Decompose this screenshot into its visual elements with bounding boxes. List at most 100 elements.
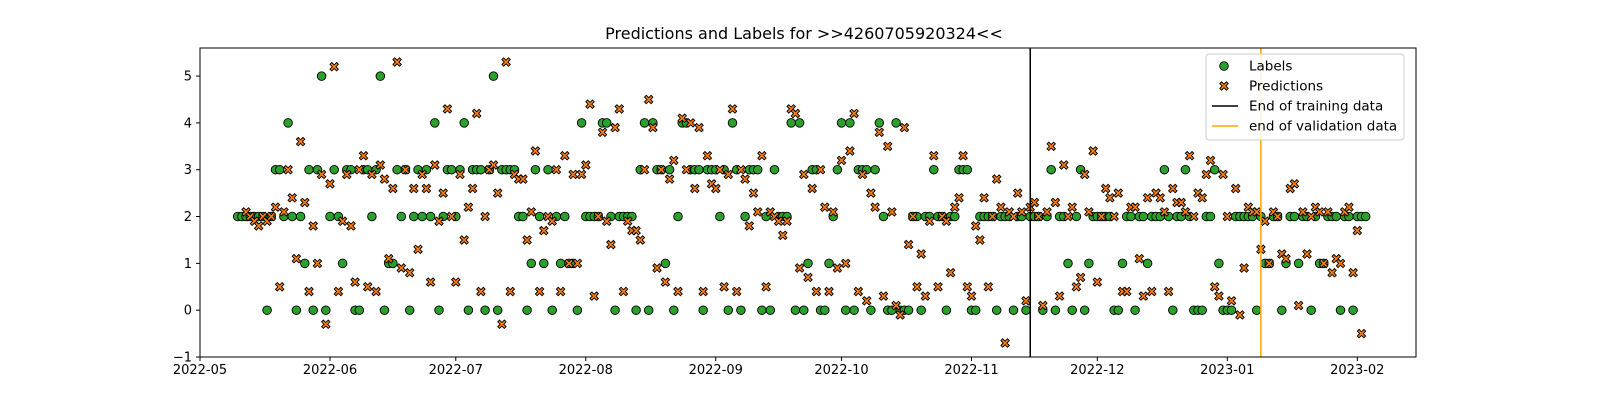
- label-point: [803, 258, 813, 269]
- label-point: [601, 118, 612, 128]
- prediction-point: [538, 225, 549, 236]
- prediction-point: [425, 277, 436, 287]
- prediction-point: [299, 197, 310, 208]
- prediction-point: [1272, 211, 1283, 222]
- label-point: [1277, 305, 1287, 315]
- prediction-point: [777, 230, 788, 241]
- prediction-point: [383, 253, 394, 264]
- prediction-point: [1058, 160, 1069, 170]
- prediction-point: [689, 183, 700, 194]
- label-point: [727, 118, 738, 128]
- label-point: [1142, 258, 1153, 269]
- prediction-point: [1352, 225, 1363, 236]
- label-point: [740, 211, 750, 222]
- label-point: [522, 305, 532, 315]
- label-point: [543, 164, 553, 175]
- prediction-point: [832, 263, 843, 273]
- label-point: [404, 305, 415, 315]
- prediction-point: [350, 277, 360, 287]
- prediction-point: [358, 150, 369, 161]
- prediction-point: [945, 267, 956, 278]
- label-point: [866, 305, 876, 315]
- prediction-point: [928, 150, 939, 161]
- label-point: [820, 305, 830, 315]
- label-point: [367, 211, 377, 222]
- legend-box: [1205, 53, 1405, 141]
- label-point: [794, 118, 805, 128]
- y-tick-label: 4: [184, 116, 192, 131]
- label-point: [262, 305, 272, 315]
- prediction-point: [845, 146, 855, 156]
- label-point: [1360, 211, 1371, 222]
- prediction-point: [295, 136, 306, 147]
- label-point: [1209, 164, 1220, 175]
- label-point: [1071, 211, 1082, 222]
- prediction-point: [467, 183, 478, 194]
- label-point: [824, 258, 834, 269]
- prediction-point: [723, 169, 734, 180]
- prediction-point: [1176, 197, 1187, 208]
- prediction-point: [463, 202, 474, 213]
- label-point: [845, 118, 855, 128]
- prediction-point: [924, 216, 935, 227]
- prediction-point: [970, 221, 981, 231]
- prediction-point: [501, 57, 511, 67]
- x-tick-label: 2023-02: [1330, 363, 1384, 378]
- prediction-point: [346, 221, 356, 231]
- prediction-point: [253, 221, 264, 231]
- prediction-point: [333, 286, 344, 297]
- prediction-point: [710, 183, 721, 194]
- label-point: [329, 164, 339, 175]
- prediction-point: [782, 216, 792, 227]
- prediction-point: [828, 207, 839, 217]
- label-point: [694, 164, 704, 175]
- label-point: [283, 118, 293, 128]
- prediction-point: [1105, 192, 1115, 203]
- prediction-point: [903, 239, 914, 250]
- prediction-point: [497, 319, 507, 330]
- prediction-point: [580, 160, 591, 170]
- x-tick-label: 2022-11: [944, 363, 998, 378]
- prediction-point: [1075, 272, 1086, 283]
- label-point: [1293, 258, 1304, 269]
- prediction-point: [1235, 310, 1245, 320]
- prediction-point: [1323, 207, 1333, 217]
- prediction-point: [362, 281, 373, 292]
- label-point: [488, 71, 499, 81]
- prediction-point: [308, 221, 319, 231]
- prediction-point: [576, 169, 587, 180]
- prediction-point: [480, 211, 490, 222]
- prediction-point: [589, 291, 600, 301]
- prediction-point: [954, 192, 964, 203]
- label-point: [664, 164, 675, 175]
- label-point: [539, 258, 549, 269]
- prediction-point: [916, 249, 927, 259]
- label-point: [337, 258, 348, 269]
- prediction-point: [270, 202, 281, 213]
- prediction-point: [1079, 169, 1090, 180]
- x-tick-label: 2023-01: [1200, 363, 1254, 378]
- label-point: [991, 305, 1002, 315]
- axes-frame: [199, 47, 1417, 358]
- label-point: [304, 164, 314, 175]
- plot-marks: [232, 48, 1371, 357]
- prediction-point: [1163, 286, 1174, 297]
- prediction-point: [803, 272, 813, 283]
- label-point: [425, 211, 436, 222]
- label-point: [1046, 164, 1056, 175]
- prediction-point: [1016, 207, 1027, 217]
- prediction-point: [1344, 202, 1354, 213]
- axis-ticks: 2022-05 2022-06 2022-07 2022-08 2022-09 2022-…: [173, 70, 1385, 378]
- prediction-point: [1293, 300, 1304, 311]
- prediction-point: [887, 207, 897, 217]
- label-point: [308, 305, 318, 315]
- prediction-point: [429, 160, 440, 170]
- prediction-point: [643, 94, 654, 105]
- prediction-point: [824, 286, 834, 297]
- label-point: [572, 305, 583, 315]
- prediction-point: [1356, 328, 1367, 339]
- prediction-point: [996, 202, 1006, 213]
- prediction-point: [1134, 253, 1145, 264]
- prediction-point: [375, 160, 386, 170]
- prediction-point: [279, 207, 289, 217]
